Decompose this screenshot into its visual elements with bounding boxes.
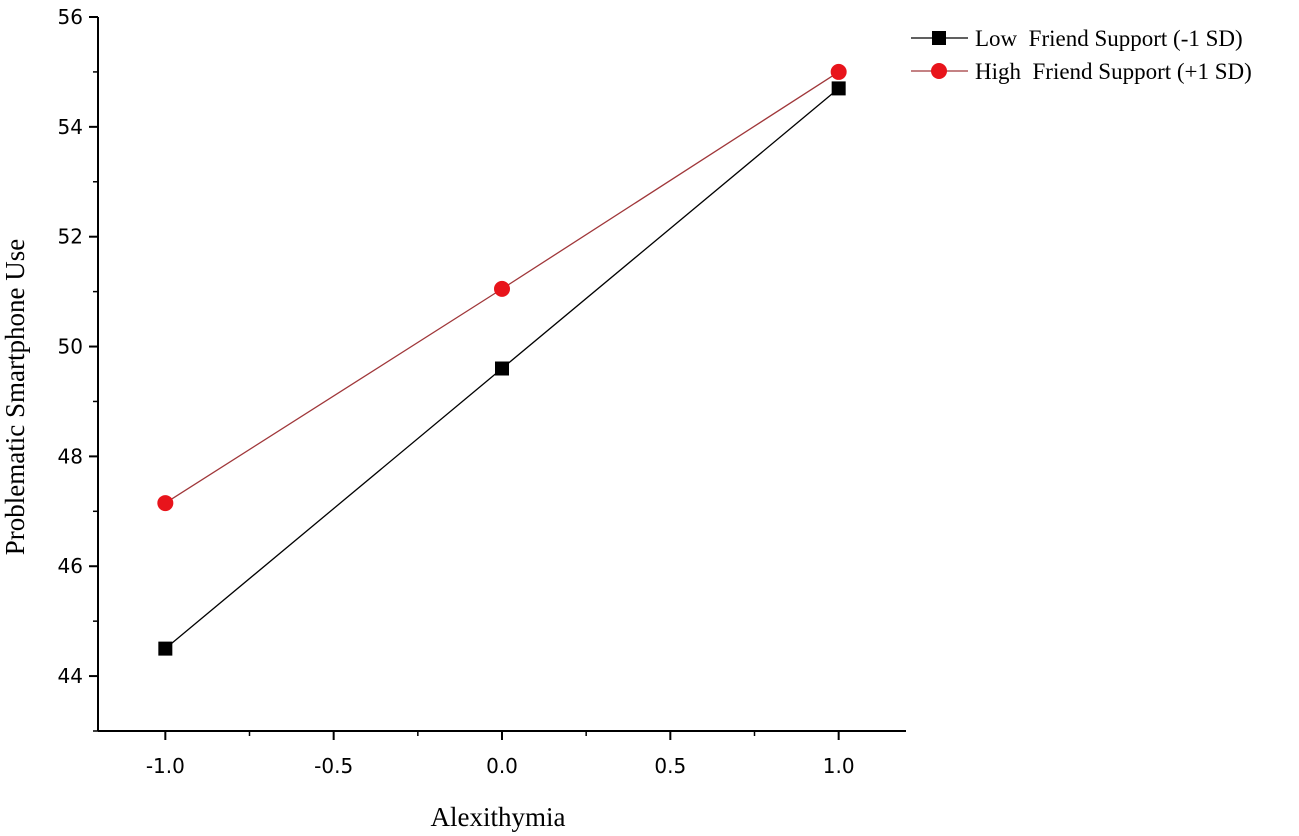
ticks: 44 46 48 50 52 54 56 -1.0 -0.5 0.0 0.5 1.0 (58, 5, 855, 778)
y-axis-title: Problematic Smartphone Use (0, 239, 30, 555)
data-point (158, 641, 173, 656)
x-tick-label: 0.0 (486, 754, 518, 778)
y-tick-label: 50 (58, 335, 83, 359)
legend-item: High Friend Support (+1 SD) (911, 59, 1252, 84)
legend-label: High Friend Support (+1 SD) (975, 59, 1252, 84)
data-point (157, 495, 174, 512)
x-tick-label: -1.0 (146, 754, 185, 778)
series-1 (157, 63, 847, 512)
y-tick-label: 54 (58, 115, 83, 139)
y-tick-label: 48 (58, 444, 83, 468)
x-tick-label: 1.0 (823, 754, 855, 778)
y-tick-label: 46 (58, 554, 83, 578)
legend: Low Friend Support (-1 SD) High Friend Su… (911, 26, 1252, 84)
x-axis-title: Alexithymia (431, 802, 566, 832)
legend-label: Low Friend Support (-1 SD) (975, 26, 1243, 51)
y-tick-label: 44 (58, 664, 83, 688)
series-layer (157, 63, 847, 656)
x-tick-label: -0.5 (314, 754, 353, 778)
y-tick-label: 56 (58, 5, 83, 29)
series-0 (158, 81, 846, 656)
data-point (494, 280, 510, 297)
legend-marker (931, 63, 947, 79)
y-tick-label: 52 (58, 225, 83, 249)
legend-item: Low Friend Support (-1 SD) (911, 26, 1243, 51)
x-tick-label: 0.5 (654, 754, 686, 778)
data-point (495, 361, 509, 376)
data-point (830, 63, 847, 80)
data-point (831, 81, 846, 96)
legend-marker (932, 31, 946, 45)
